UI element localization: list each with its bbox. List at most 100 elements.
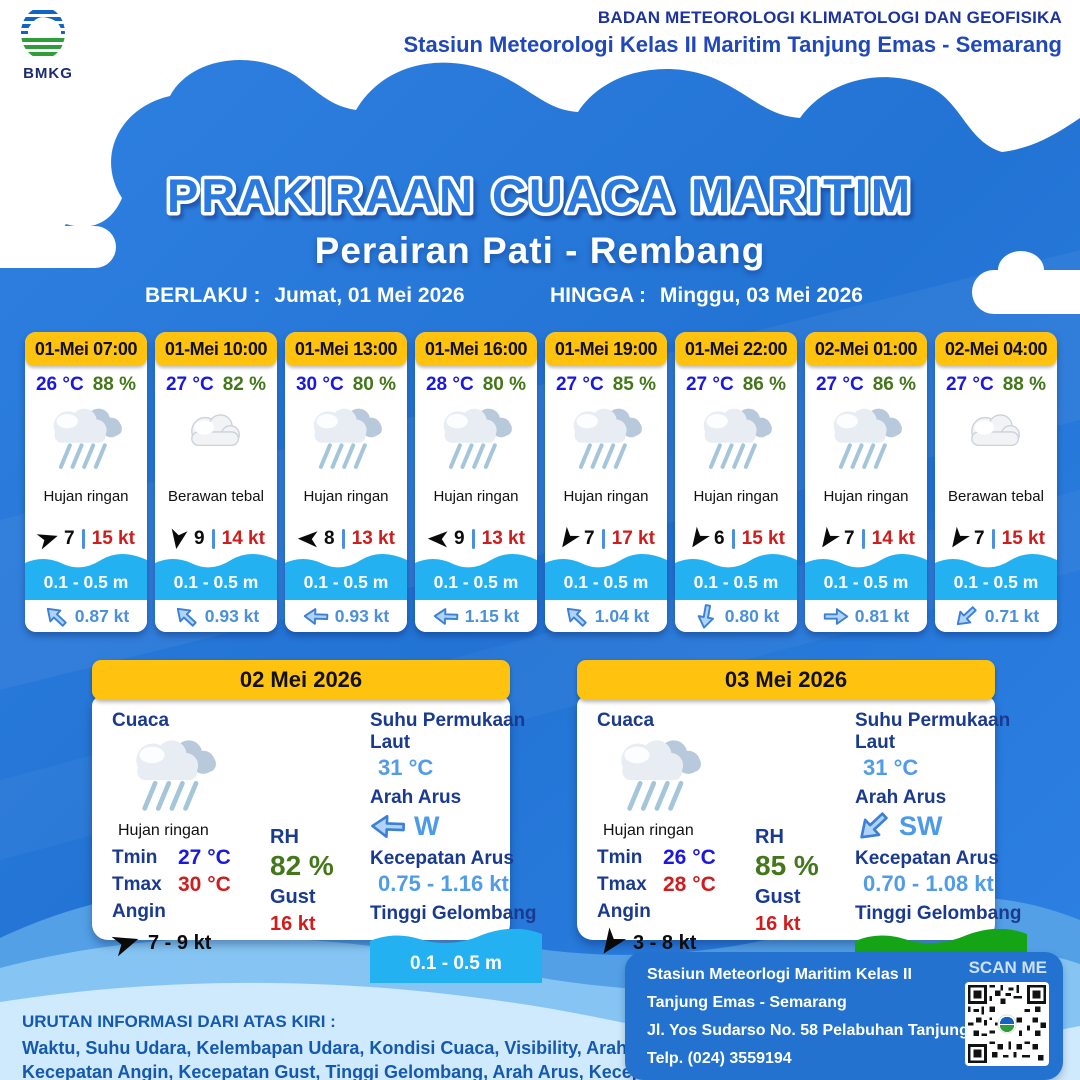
- wave-height: 0.1 - 0.5 m: [675, 571, 797, 600]
- current-speed: 0.93 kt: [334, 605, 390, 626]
- weather-icon: [935, 396, 1057, 484]
- current-speed: 0.81 kt: [854, 605, 910, 626]
- air-temperature: 27 °C: [815, 374, 864, 395]
- rh-label: RH: [755, 826, 784, 848]
- current-speed: 0.93 kt: [204, 605, 260, 626]
- forecast-time: 02-Mei 01:00: [805, 332, 927, 366]
- wind-direction-icon: [165, 526, 190, 551]
- wind-speed: 15 kt: [1001, 528, 1045, 549]
- tmin-label: Tmin: [597, 847, 643, 868]
- tmax-value: 28 °C: [663, 873, 716, 896]
- weather-condition: Hujan ringan: [433, 488, 519, 505]
- current-dir-label: Arah Arus: [370, 787, 462, 808]
- visibility-value: 7: [844, 528, 855, 549]
- wave-height-band: 0.1 - 0.5 m: [545, 553, 667, 600]
- wind-row: 7 15 kt: [935, 528, 1057, 550]
- bmkg-logo-icon: [21, 7, 65, 59]
- bmkg-logo-label: BMKG: [23, 65, 73, 82]
- wave-height-band: 0.1 - 0.5 m: [285, 553, 407, 600]
- info-legend-line: Kecepatan Angin, Kecepatan Gust, Tinggi …: [22, 1062, 726, 1080]
- current-dir-label: Arah Arus: [855, 787, 947, 808]
- divider: [601, 529, 605, 549]
- contact-station: Stasiun Meteorlogi Maritim Kelas II: [647, 966, 912, 983]
- weather-condition: Berawan tebal: [168, 488, 264, 505]
- forecast-card: 27 °C 82 % Berawan tebal 9 14 kt 0.1 - 0.…: [155, 332, 277, 632]
- tmin-label: Tmin: [112, 847, 158, 868]
- qr-code: [965, 982, 1049, 1066]
- sst-value: 31 °C: [378, 755, 434, 780]
- wave-height: 0.1 - 0.5 m: [415, 571, 537, 600]
- current-speed: 0.87 kt: [74, 605, 130, 626]
- current-direction-text: W: [414, 811, 440, 841]
- cloud-decoration: [972, 251, 1080, 314]
- rh-value: 82 %: [270, 850, 334, 881]
- tmin-value: 26 °C: [663, 846, 716, 869]
- wave-height: 0.1 - 0.5 m: [25, 571, 147, 600]
- sst-label: Suhu Permukaan Laut: [370, 710, 526, 753]
- area-title: Perairan Pati - Rembang: [314, 230, 766, 271]
- info-legend-line: Waktu, Suhu Udara, Kelembapan Udara, Kon…: [22, 1038, 688, 1058]
- weather-condition: Hujan ringan: [118, 822, 209, 839]
- wave-height: 0.1 - 0.5 m: [370, 953, 542, 983]
- current-direction-icon: [693, 601, 718, 630]
- current-direction-icon: [370, 811, 407, 841]
- humidity: 80 %: [482, 374, 527, 395]
- weather-condition: Berawan tebal: [948, 488, 1044, 505]
- current-row: 0.93 kt: [155, 600, 277, 632]
- weather-icon: [675, 396, 797, 484]
- wave-height-band: 0.1 - 0.5 m: [415, 553, 537, 600]
- wave-height: 0.1 - 0.5 m: [805, 571, 927, 600]
- wind-direction-icon: [943, 524, 974, 555]
- forecast-card: 27 °C 86 % Hujan ringan 7 14 kt 0.1 - 0.5…: [805, 332, 927, 632]
- divider: [341, 529, 345, 549]
- cuaca-label: Cuaca: [112, 710, 170, 731]
- gust-value: 16 kt: [270, 913, 316, 935]
- current-direction-text: SW: [899, 811, 943, 841]
- forecast-card: 27 °C 85 % Hujan ringan 7 17 kt 0.1 - 0.5…: [545, 332, 667, 632]
- current-direction-icon: [39, 599, 72, 632]
- humidity: 88 %: [1002, 374, 1047, 395]
- air-temperature: 26 °C: [35, 374, 84, 395]
- air-temperature: 28 °C: [425, 374, 474, 395]
- current-speed: 1.15 kt: [464, 605, 520, 626]
- divider: [731, 529, 735, 549]
- divider: [81, 529, 85, 549]
- valid-to-value: Minggu, 03 Mei 2026: [659, 284, 863, 307]
- current-row: 1.15 kt: [415, 600, 537, 632]
- wave-label: Tinggi Gelombang: [370, 903, 537, 924]
- cloud-decoration: [0, 209, 116, 268]
- humidity: 86 %: [872, 374, 917, 395]
- current-speed: 0.71 kt: [984, 605, 1040, 626]
- info-legend-title: URUTAN INFORMASI DARI ATAS KIRI :: [22, 1012, 336, 1031]
- current-direction-icon: [850, 804, 896, 850]
- forecast-time: 01-Mei 22:00: [675, 332, 797, 366]
- wind-row: 8 13 kt: [285, 528, 407, 550]
- forecast-card: 28 °C 80 % Hujan ringan 9 13 kt 0.1 - 0.5…: [415, 332, 537, 632]
- poster-title: PRAKIRAAN CUACA MARITIM: [167, 169, 913, 222]
- current-row: 0.81 kt: [805, 600, 927, 632]
- current-direction-icon: [302, 605, 329, 627]
- tmax-label: Tmax: [597, 874, 647, 895]
- daily-summary-card: 03 Mei 2026 Cuaca Hujan ringan Tmin 26 °C…: [577, 660, 1027, 983]
- weather-condition: Hujan ringan: [563, 488, 649, 505]
- wave-height: 0.1 - 0.5 m: [935, 571, 1057, 600]
- visibility-value: 9: [194, 528, 205, 549]
- visibility-value: 8: [324, 528, 335, 549]
- weather-condition: Hujan ringan: [693, 488, 779, 505]
- wave-label: Tinggi Gelombang: [855, 903, 1022, 924]
- forecast-time: 01-Mei 07:00: [25, 332, 147, 366]
- humidity: 88 %: [92, 374, 137, 395]
- validity-row: BERLAKU : Jumat, 01 Mei 2026 HINGGA : Mi…: [0, 284, 1080, 310]
- forecast-time: 01-Mei 16:00: [415, 332, 537, 366]
- wind-speed: 14 kt: [221, 528, 265, 549]
- wind-row: 7 15 kt: [25, 528, 147, 550]
- divider: [211, 529, 215, 549]
- contact-box: Stasiun Meteorlogi Maritim Kelas II Tanj…: [625, 952, 1063, 1080]
- wave-height: 0.1 - 0.5 m: [155, 571, 277, 600]
- contact-address: Jl. Yos Sudarso No. 58 Pelabuhan Tanjung…: [647, 1022, 1016, 1039]
- cuaca-label: Cuaca: [597, 710, 655, 731]
- current-row: 1.04 kt: [545, 600, 667, 632]
- wind-direction-icon: [427, 528, 450, 551]
- current-direction-icon: [559, 599, 592, 632]
